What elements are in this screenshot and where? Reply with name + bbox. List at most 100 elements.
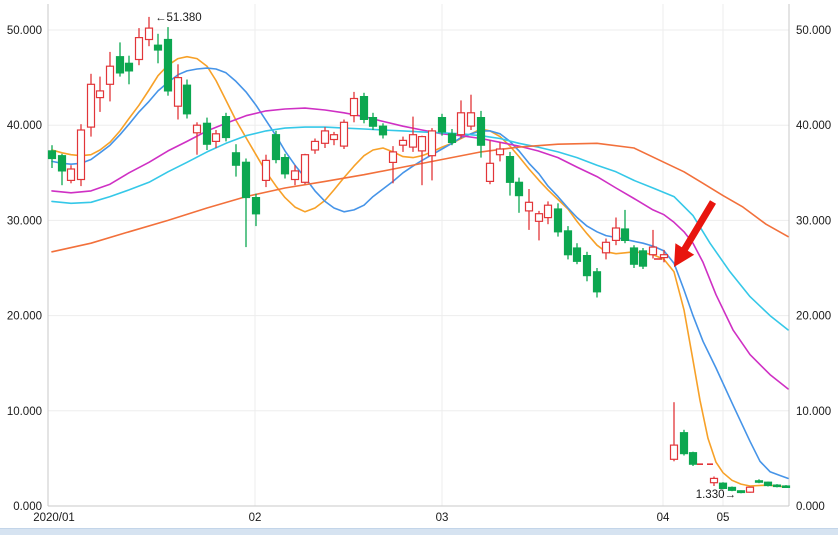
candle-up [144, 16, 154, 47]
ma-line-ma-fast-orange [51, 55, 787, 488]
candle-down [679, 429, 689, 456]
candle-up [417, 135, 427, 186]
candle-up [105, 51, 115, 102]
candle-body [173, 76, 183, 107]
x-axis-label: 04 [657, 512, 670, 524]
y-axis-label-right: 20.000 [796, 311, 831, 323]
axes-layer [47, 4, 790, 507]
x-axis-label: 05 [717, 512, 730, 524]
candle-down [271, 130, 281, 164]
candle-up [495, 142, 505, 162]
candle-body [202, 122, 212, 145]
candle-body [47, 150, 57, 160]
candle-body [754, 480, 764, 483]
candle-down [688, 451, 698, 466]
candle-body [476, 116, 486, 146]
y-axis-label-right: 50.000 [796, 25, 831, 37]
candle-body [192, 124, 202, 134]
candle-up [66, 165, 76, 184]
red-arrow-annotation [674, 200, 716, 267]
candle-body [572, 247, 582, 262]
candle-body [648, 246, 658, 256]
y-axis-label-right: 10.000 [796, 406, 831, 418]
candle-body [211, 133, 221, 143]
candle-body [495, 148, 505, 156]
candle-up [456, 100, 466, 139]
candle-down [781, 485, 791, 488]
candle-body [524, 201, 534, 212]
candle-down [57, 153, 67, 186]
candle-down [378, 123, 388, 139]
candle-down [231, 144, 241, 177]
candle-body [280, 157, 290, 175]
candle-down [638, 248, 648, 269]
candle-up [398, 136, 408, 152]
candle-body [745, 486, 755, 493]
candle-down [563, 226, 573, 260]
candle-body [629, 247, 639, 265]
overlay-layer [654, 258, 714, 466]
candle-body [231, 152, 241, 166]
candle-body [485, 162, 495, 183]
candle-body [736, 490, 746, 494]
candle-down [124, 55, 134, 85]
y-axis-label-left: 0.000 [13, 501, 42, 513]
candle-body [115, 56, 125, 74]
arrow-layer [674, 200, 716, 267]
candle-up [310, 138, 320, 154]
candle-body [95, 90, 105, 99]
candle-up [134, 28, 144, 66]
candle-body [466, 112, 476, 127]
y-axis-label-left: 40.000 [7, 120, 42, 132]
annotations-layer: ←51.380 1.330→ [155, 12, 736, 501]
candle-down [241, 158, 251, 248]
candle-body [437, 116, 447, 133]
candle-body [427, 130, 437, 157]
candle-up [601, 238, 611, 260]
candle-body [563, 230, 573, 256]
candle-down [772, 484, 782, 488]
candle-up [659, 249, 669, 263]
candle-body [57, 155, 67, 172]
candle-up [76, 124, 86, 187]
candle-down [718, 482, 728, 490]
candle-body [582, 255, 592, 277]
x-axis-label: 02 [249, 512, 262, 524]
candle-down [763, 481, 773, 487]
candle-body [241, 161, 251, 199]
candle-body [310, 140, 320, 151]
candle-down [592, 268, 602, 298]
candle-body [456, 112, 466, 136]
candle-body [251, 197, 261, 215]
candle-up [329, 131, 339, 146]
annotation-low: 1.330→ [696, 489, 736, 501]
candle-down [476, 110, 486, 158]
candle-up [388, 146, 398, 184]
candle-down [202, 117, 212, 150]
axis-labels-layer: 0.000 0.000 10.000 10.000 20.000 20.000 30.000… [7, 25, 831, 524]
candle-up [192, 122, 202, 155]
candle-body [679, 432, 689, 455]
candle-up [669, 402, 679, 462]
candle-up [427, 128, 437, 181]
window-bottom-strip [0, 528, 838, 535]
candle-up [524, 189, 534, 230]
candle-down [221, 112, 231, 142]
candle-down [182, 79, 192, 119]
candle-up [745, 486, 755, 493]
candle-body [709, 477, 719, 484]
candle-down [368, 112, 378, 130]
candle-body [329, 134, 339, 141]
candle-body [359, 95, 369, 120]
candle-body [144, 27, 154, 41]
candle-down [47, 145, 57, 168]
x-axis-label: 2020/01 [33, 512, 75, 524]
candle-body [66, 168, 76, 181]
ma-lines-layer [51, 55, 789, 488]
candle-body [514, 181, 524, 197]
x-axis-label: 03 [436, 512, 449, 524]
candle-down [153, 33, 163, 64]
grid-layer [48, 4, 789, 506]
candle-body [271, 134, 281, 161]
